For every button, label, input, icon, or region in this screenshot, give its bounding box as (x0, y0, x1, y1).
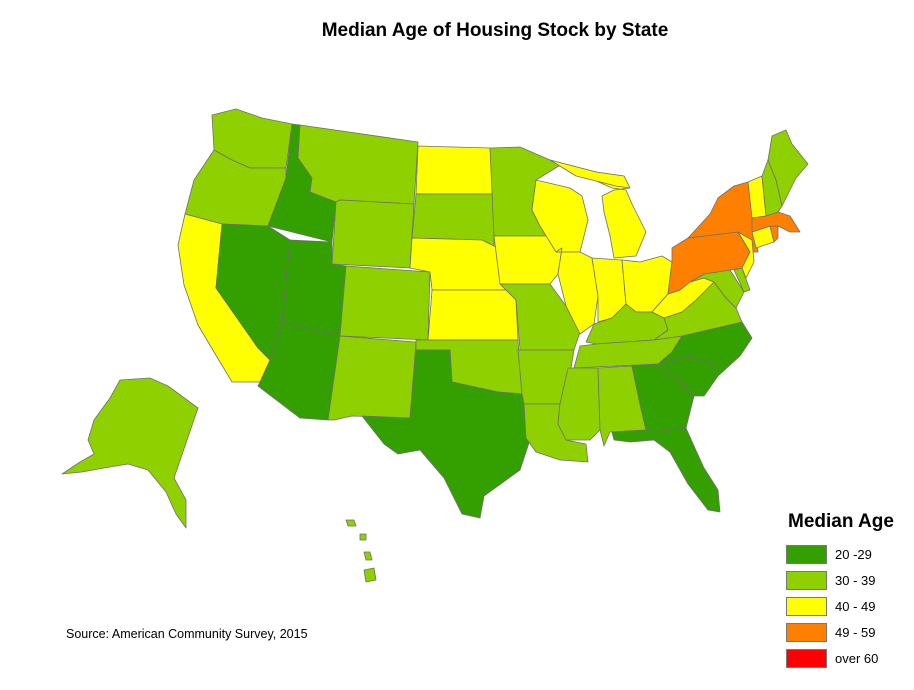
map-title: Median Age of Housing Stock by State (321, 20, 669, 41)
source-note: Source: American Community Survey, 2015 (66, 627, 308, 641)
state-WY (331, 199, 415, 269)
legend-label: over 60 (835, 650, 879, 666)
legend-label: 20 -29 (835, 546, 872, 562)
state-MT (297, 124, 419, 205)
state-ND (415, 145, 495, 195)
state-IL (555, 247, 599, 335)
state-ME (767, 129, 809, 207)
legend-title: Median Age (788, 511, 894, 532)
legend-swatch (786, 622, 827, 642)
legend-item: 30 - 39 (786, 570, 875, 590)
state-AK (61, 377, 199, 529)
legend-label: 30 - 39 (835, 572, 876, 588)
state-CO (339, 265, 431, 341)
legend-label: 40 - 49 (835, 598, 876, 614)
legend-swatch (786, 544, 827, 564)
legend-swatch (786, 570, 827, 590)
state-NM (327, 335, 417, 421)
state-FL (611, 427, 721, 513)
state-HI (345, 519, 377, 583)
state-MA (751, 211, 801, 233)
state-NJ (737, 231, 755, 279)
state-TX (361, 349, 531, 519)
state-MO (499, 283, 581, 351)
legend-label: 49 - 59 (835, 624, 876, 640)
legend-swatch (786, 596, 827, 616)
state-KS (427, 289, 519, 341)
legend-item: 20 -29 (786, 544, 872, 564)
legend-item: 49 - 59 (786, 622, 875, 642)
state-MI-upper (549, 159, 631, 189)
legend-item: 40 - 49 (786, 596, 875, 616)
legend-swatch (786, 648, 827, 668)
legend-item: over 60 (786, 648, 878, 668)
